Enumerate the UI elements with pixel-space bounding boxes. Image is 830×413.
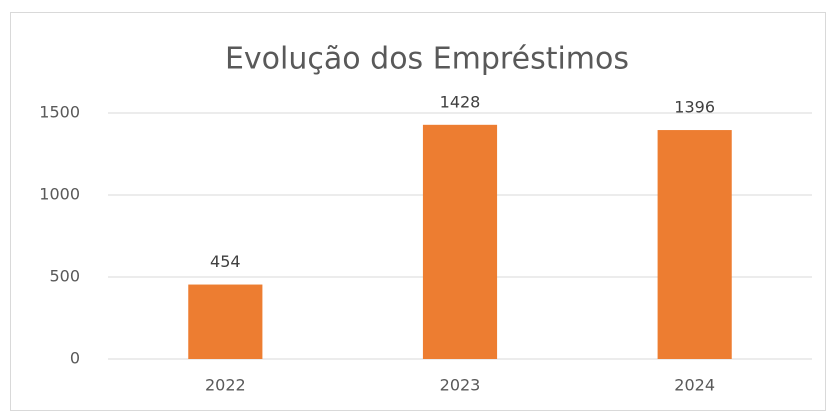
x-tick-label: 2023	[440, 376, 481, 395]
y-tick-label: 1000	[39, 185, 80, 204]
x-tick-label: 2022	[205, 376, 246, 395]
y-tick-label: 500	[49, 267, 80, 286]
bar	[657, 130, 732, 359]
data-label: 1396	[674, 98, 715, 117]
data-label: 1428	[440, 92, 481, 111]
bar	[422, 124, 498, 359]
x-tick-label: 2024	[674, 376, 715, 395]
bar	[188, 284, 263, 359]
data-label: 454	[210, 252, 241, 271]
y-tick-label: 0	[70, 349, 80, 368]
y-tick-label: 1500	[39, 103, 80, 122]
chart-title: Evolução dos Empréstimos	[225, 42, 629, 77]
